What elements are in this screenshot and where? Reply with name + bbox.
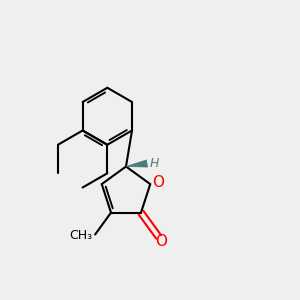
Text: O: O — [156, 234, 168, 249]
Text: H: H — [150, 157, 159, 170]
Text: O: O — [152, 175, 164, 190]
Text: CH₃: CH₃ — [70, 230, 93, 242]
Polygon shape — [126, 160, 148, 167]
